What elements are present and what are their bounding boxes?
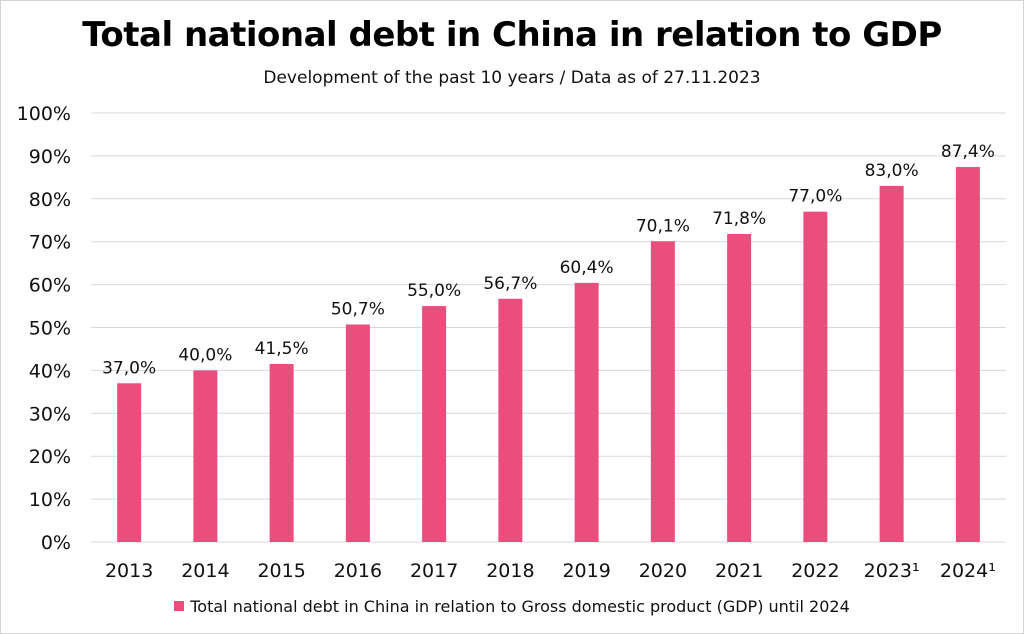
bar-chart: 0% 10% 20% 30% 40% 50% 60% 70% 80% 90% 100% 37,0% 4…: [17, 103, 1006, 582]
bar: [193, 370, 218, 542]
y-tick-label: 50%: [29, 318, 71, 340]
bar: [269, 363, 294, 542]
y-tick-label: 80%: [29, 189, 71, 211]
bar: [650, 241, 675, 542]
y-tick-label: 0%: [41, 532, 71, 554]
bar: [117, 383, 142, 542]
data-label: 40,0%: [178, 345, 232, 365]
x-tick-label: 2020: [639, 560, 687, 582]
data-label: 60,4%: [560, 258, 614, 278]
y-axis-ticks: 0% 10% 20% 30% 40% 50% 60% 70% 80% 90% 100%: [17, 103, 71, 554]
x-tick-label: 2015: [257, 560, 305, 582]
legend-swatch: [174, 601, 185, 611]
data-label: 56,7%: [483, 274, 537, 294]
data-label: 70,1%: [636, 216, 690, 236]
x-tick-label: 2021: [715, 560, 763, 582]
x-axis-ticks: 2013 2014 2015 2016 2017 2018 2019 2020 2021 2022…: [105, 560, 996, 582]
x-tick-label: 2013: [105, 560, 153, 582]
y-tick-label: 40%: [29, 360, 71, 382]
y-tick-label: 20%: [29, 446, 71, 468]
x-tick-label: 2024¹: [940, 560, 996, 582]
x-tick-label: 2022: [791, 560, 839, 582]
x-tick-label: 2014: [181, 560, 229, 582]
bar: [879, 185, 904, 542]
x-tick-label: 2023¹: [864, 560, 920, 582]
data-label: 87,4%: [941, 142, 995, 162]
bar: [422, 306, 447, 542]
data-label: 77,0%: [788, 187, 842, 207]
data-label: 55,0%: [407, 281, 461, 301]
data-labels: 37,0% 40,0% 41,5% 50,7% 55,0% 56,7% 60,4% 70,1%…: [102, 142, 995, 378]
x-tick-label: 2019: [562, 560, 610, 582]
y-tick-label: 60%: [29, 275, 71, 297]
legend-label: Total national debt in China in relation…: [190, 597, 850, 616]
bar: [803, 211, 828, 543]
y-tick-label: 70%: [29, 232, 71, 254]
bar: [345, 324, 370, 542]
bar: [955, 167, 980, 542]
bar: [574, 282, 599, 542]
x-tick-label: 2018: [486, 560, 534, 582]
data-label: 50,7%: [331, 299, 385, 319]
data-label: 71,8%: [712, 209, 766, 229]
legend: Total national debt in China in relation…: [1, 597, 1023, 616]
bars: [117, 167, 980, 543]
y-tick-label: 100%: [17, 103, 71, 125]
data-label: 37,0%: [102, 358, 156, 378]
y-tick-label: 30%: [29, 403, 71, 425]
x-tick-label: 2016: [334, 560, 382, 582]
data-label: 41,5%: [255, 339, 309, 359]
data-label: 83,0%: [865, 161, 919, 181]
bar: [727, 233, 752, 542]
y-tick-label: 10%: [29, 489, 71, 511]
x-tick-label: 2017: [410, 560, 458, 582]
y-tick-label: 90%: [29, 146, 71, 168]
gridlines: [91, 112, 1006, 543]
bar: [498, 298, 523, 542]
chart-title: Total national debt in China in relation…: [82, 15, 942, 55]
chart-subtitle: Development of the past 10 years / Data …: [263, 68, 761, 88]
